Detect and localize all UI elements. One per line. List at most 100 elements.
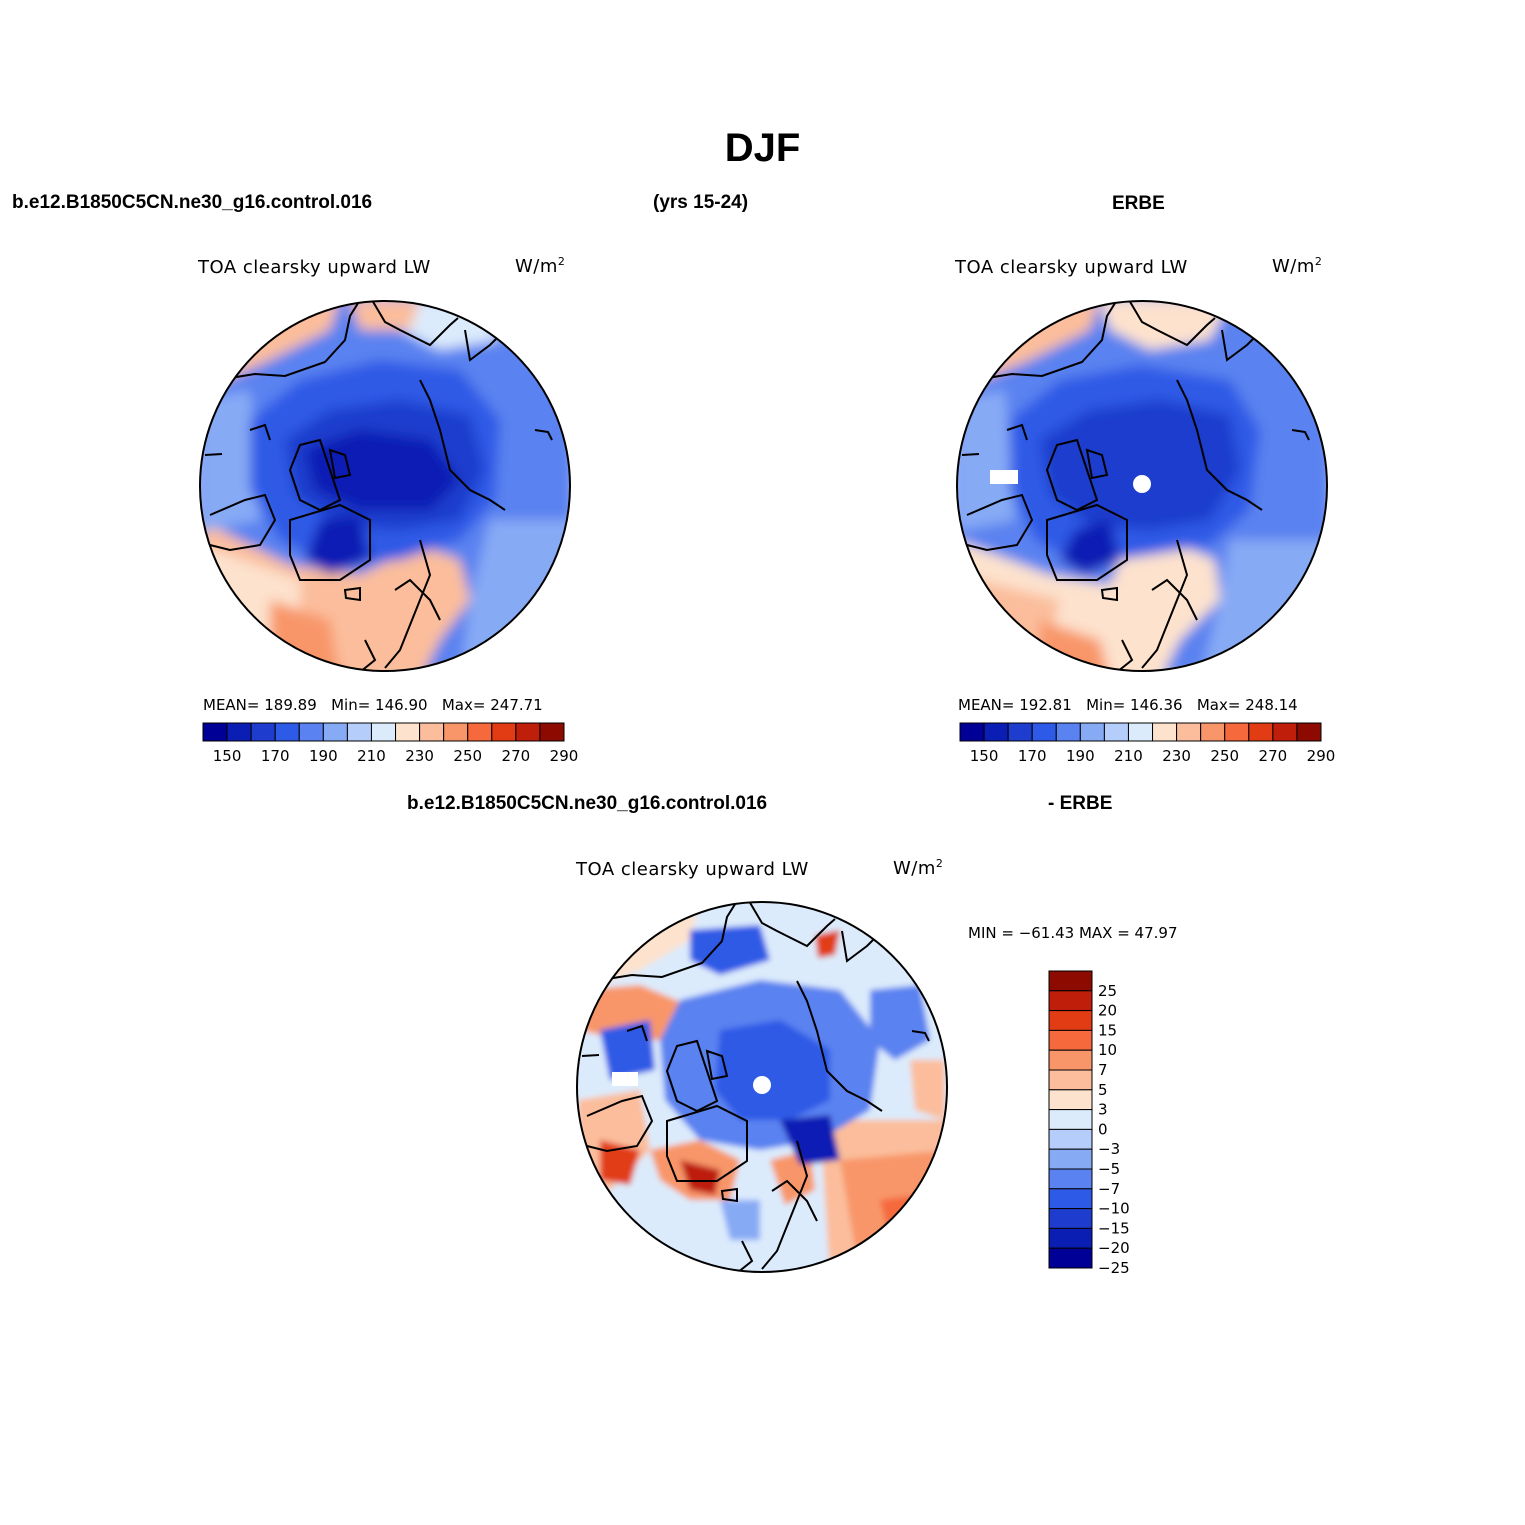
obs-colorbar-swatch <box>1272 722 1298 742</box>
model-colorbar-swatch <box>515 722 541 742</box>
model-colorbar-swatch <box>419 722 445 742</box>
obs-panel-units: W/m2 <box>1272 255 1323 277</box>
diff-missing-data-patch <box>612 1072 638 1086</box>
diff-colorbar-tick-label: 0 <box>1098 1120 1108 1138</box>
obs-colorbar-tick-label: 150 <box>970 747 999 765</box>
obs-colorbar-swatch <box>1055 722 1081 742</box>
obs-colorbar-swatch <box>1296 722 1322 742</box>
obs-panel-variable: TOA clearsky upward LW <box>955 257 1188 278</box>
diff-colorbar-tick-label: −7 <box>1098 1180 1120 1198</box>
model-colorbar-swatch <box>395 722 421 742</box>
diff-colorbar-tick-label: 7 <box>1098 1061 1108 1079</box>
diff-colorbar-swatch <box>1048 1227 1093 1249</box>
model-coastlines <box>204 301 553 671</box>
diff-colorbar-swatch <box>1048 1029 1093 1051</box>
diff-colorbar-tick-label: 15 <box>1098 1021 1117 1039</box>
model-case-label: b.e12.B1850C5CN.ne30_g16.control.016 <box>12 192 373 213</box>
diff-colorbar-swatch <box>1048 1168 1093 1190</box>
diff-colorbar-tick-label: −25 <box>1098 1259 1130 1277</box>
obs-colorbar-swatch <box>1103 722 1129 742</box>
obs-colorbar-tick-label: 230 <box>1162 747 1191 765</box>
model-colorbar: 150 170 190 210 230 250 270 290 <box>202 722 579 765</box>
diff-colorbar-tick-label: −3 <box>1098 1140 1120 1158</box>
diff-colorbar-swatch <box>1048 1109 1093 1130</box>
model-colorbar-swatch <box>250 722 276 742</box>
diff-colorbar-swatch <box>1048 1148 1093 1170</box>
model-colorbar-swatch <box>491 722 517 742</box>
diff-panel-variable: TOA clearsky upward LW <box>576 859 809 880</box>
obs-colorbar-swatch <box>1007 722 1033 742</box>
obs-colorbar-swatch <box>959 722 985 742</box>
obs-colorbar-tick-label: 290 <box>1307 747 1336 765</box>
model-map-fill <box>200 301 570 671</box>
obs-colorbar-tick-label: 190 <box>1066 747 1095 765</box>
diff-colorbar-swatch <box>1048 1049 1093 1071</box>
model-panel-variable: TOA clearsky upward LW <box>198 257 431 278</box>
obs-map-boundary <box>956 300 1328 672</box>
diff-pole-hole <box>753 1076 771 1094</box>
obs-polar-map <box>957 301 1327 671</box>
diff-case-label: b.e12.B1850C5CN.ne30_g16.control.016 <box>407 793 768 814</box>
model-colorbar-swatch <box>467 722 493 742</box>
model-map-boundary <box>199 300 571 672</box>
model-colorbar-swatch <box>443 722 469 742</box>
diff-colorbar-tick-label: 3 <box>1098 1101 1108 1119</box>
diff-map-boundary <box>576 901 948 1273</box>
model-colorbar-tick-label: 150 <box>213 747 242 765</box>
obs-colorbar-swatch <box>1248 722 1274 742</box>
model-colorbar-tick-label: 290 <box>550 747 579 765</box>
model-colorbar-tick-label: 250 <box>453 747 482 765</box>
obs-colorbar-swatch <box>1127 722 1154 742</box>
model-colorbar-swatch <box>298 722 324 742</box>
model-colorbar-tick-label: 170 <box>261 747 290 765</box>
diff-colorbar-tick-label: −10 <box>1098 1200 1130 1218</box>
diff-panel-units: W/m2 <box>893 857 944 879</box>
model-colorbar-tick-label: 230 <box>405 747 434 765</box>
obs-pole-hole <box>1133 475 1151 493</box>
obs-colorbar-tick-label: 210 <box>1114 747 1143 765</box>
diff-colorbar-tick-label: −5 <box>1098 1160 1120 1178</box>
obs-stats: MEAN= 192.81 Min= 146.36 Max= 248.14 <box>958 696 1298 714</box>
diff-colorbar-swatch <box>1048 990 1093 1012</box>
diff-colorbar-tick-label: 25 <box>1098 982 1117 1000</box>
model-panel-units: W/m2 <box>515 255 566 277</box>
obs-colorbar-swatch <box>1176 722 1202 742</box>
obs-colorbar-swatch <box>1152 722 1178 742</box>
diff-colorbar-tick-label: −20 <box>1098 1239 1130 1257</box>
diff-colorbar-swatch <box>1048 1208 1093 1229</box>
diff-colorbar-swatch <box>1048 1188 1093 1210</box>
model-colorbar-swatch <box>346 722 372 742</box>
diff-colorbar-swatch <box>1048 1069 1093 1091</box>
diff-colorbar-swatch <box>1048 1128 1093 1150</box>
obs-colorbar-tick-label: 170 <box>1018 747 1047 765</box>
diff-colorbar-swatch <box>1048 1089 1093 1111</box>
obs-colorbar-swatch <box>1079 722 1105 742</box>
model-polar-map <box>200 301 570 671</box>
model-colorbar-swatch <box>322 722 348 742</box>
obs-case-label: ERBE <box>1112 193 1165 214</box>
model-colorbar-swatch <box>370 722 397 742</box>
diff-minmax: MIN = −61.43 MAX = 47.97 <box>968 924 1178 942</box>
obs-colorbar: 150 170 190 210 230 250 270 290 <box>959 722 1336 765</box>
diff-polar-map <box>577 902 947 1272</box>
obs-colorbar-swatch <box>1031 722 1057 742</box>
obs-colorbar-swatch <box>1200 722 1226 742</box>
model-colorbar-swatch <box>539 722 565 742</box>
model-colorbar-swatch <box>202 722 228 742</box>
obs-colorbar-tick-label: 250 <box>1210 747 1239 765</box>
model-stats: MEAN= 189.89 Min= 146.90 Max= 247.71 <box>203 696 543 714</box>
diff-obs-label: - ERBE <box>1048 793 1113 814</box>
diff-colorbar-swatch <box>1048 970 1093 992</box>
model-colorbar-swatch <box>226 722 252 742</box>
obs-colorbar-swatch <box>983 722 1009 742</box>
diff-colorbar-swatch <box>1048 1247 1093 1269</box>
model-colorbar-swatch <box>274 722 300 742</box>
obs-coastlines <box>961 301 1310 671</box>
obs-colorbar-swatch <box>1224 722 1250 742</box>
model-colorbar-tick-label: 190 <box>309 747 338 765</box>
diff-colorbar-swatch <box>1048 1010 1093 1031</box>
obs-colorbar-tick-label: 270 <box>1259 747 1288 765</box>
years-label: (yrs 15-24) <box>653 192 749 213</box>
